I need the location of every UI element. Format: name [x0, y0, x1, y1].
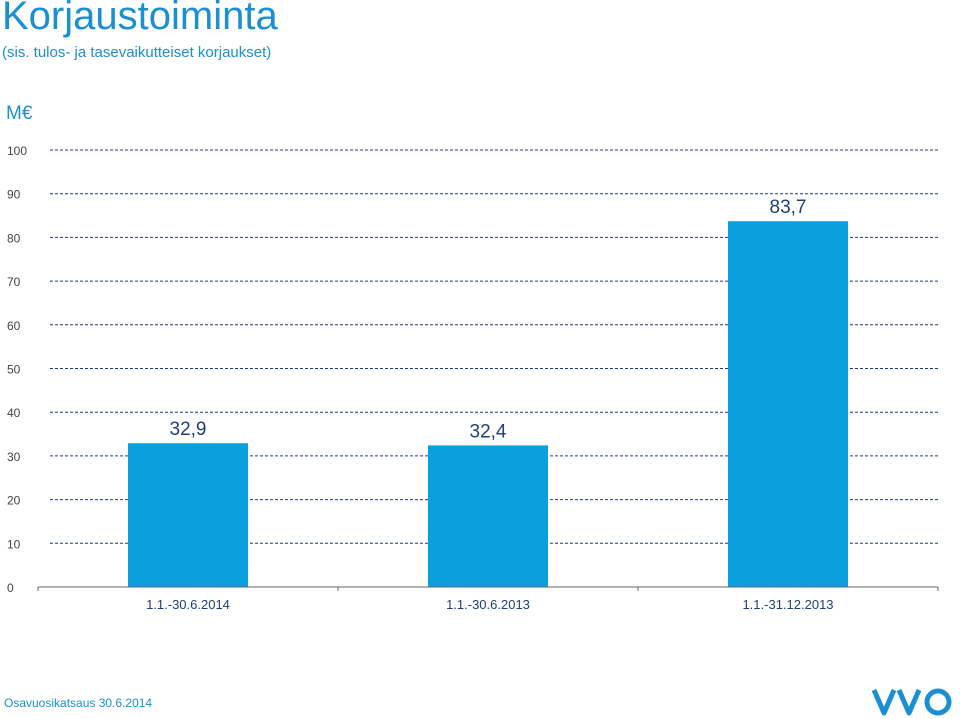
y-tick-label: 10 — [7, 537, 21, 551]
y-tick-label: 40 — [7, 406, 21, 420]
x-axis — [37, 586, 939, 591]
bar — [128, 443, 248, 587]
y-tick-label: 0 — [7, 581, 14, 595]
y-tick-label: 50 — [7, 363, 21, 377]
x-category-label: 1.1.-31.12.2013 — [742, 597, 833, 612]
y-tick-label: 20 — [7, 494, 21, 508]
bar — [728, 221, 848, 587]
y-tick-label: 80 — [7, 231, 21, 245]
y-tick-label: 60 — [7, 319, 21, 333]
page-title: Korjaustoiminta — [2, 0, 278, 38]
page-subtitle: (sis. tulos- ja tasevaikutteiset korjauk… — [2, 44, 272, 61]
vvo-logo — [872, 688, 952, 716]
y-axis-ticks: 0 10 20 30 40 50 60 70 80 90 100 — [7, 144, 27, 595]
footer-text: Osavuosikatsaus 30.6.2014 — [4, 696, 153, 710]
bars: 32,9 32,4 83,7 — [128, 197, 848, 587]
y-tick-label: 30 — [7, 450, 21, 464]
x-category-label: 1.1.-30.6.2014 — [146, 597, 230, 612]
y-axis-unit-label: M€ — [6, 103, 33, 124]
bar-value-label: 32,4 — [470, 421, 507, 442]
bar-value-label: 83,7 — [770, 197, 807, 218]
x-axis-labels: 1.1.-30.6.2014 1.1.-30.6.2013 1.1.-31.12.2… — [146, 597, 833, 612]
y-tick-label: 100 — [7, 144, 27, 158]
x-category-label: 1.1.-30.6.2013 — [446, 597, 530, 612]
bar-value-label: 32,9 — [170, 419, 207, 440]
y-tick-label: 90 — [7, 188, 21, 202]
y-tick-label: 70 — [7, 275, 21, 289]
bar — [428, 445, 548, 587]
